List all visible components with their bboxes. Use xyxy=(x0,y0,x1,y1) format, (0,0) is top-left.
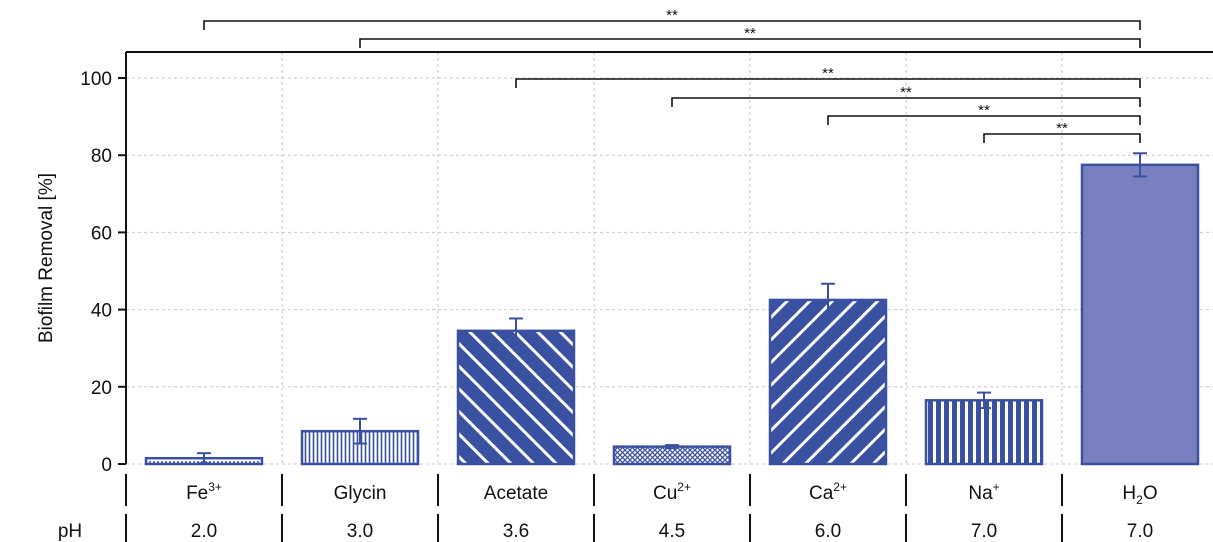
ph-value: 2.0 xyxy=(191,521,217,542)
y-tick-label: 60 xyxy=(91,223,112,244)
error-bar xyxy=(821,282,835,318)
error-bar xyxy=(197,452,211,465)
bar xyxy=(1080,163,1200,466)
ph-value: 6.0 xyxy=(815,521,841,542)
significance-bracket: ** xyxy=(671,84,1141,107)
significance-label: ** xyxy=(744,25,756,42)
grid-lines xyxy=(126,52,1213,465)
bar xyxy=(768,298,888,466)
category-label: Na+ xyxy=(968,480,999,504)
ph-value: 7.0 xyxy=(971,521,997,542)
bar xyxy=(612,445,732,466)
significance-bracket: ** xyxy=(983,120,1141,143)
error-bar xyxy=(977,391,991,410)
error-bar xyxy=(509,317,523,345)
bracket-line xyxy=(359,38,1141,48)
category-labels: Fe3+ Glycin Acetate Cu2+ Ca2+ Na+ H2O pH 2.0 3.0 3… xyxy=(58,474,1158,542)
significance-brackets: ** ** ** ** ** ** xyxy=(203,7,1141,143)
y-tick-label: 40 xyxy=(91,301,112,322)
ph-value: 7.0 xyxy=(1127,521,1153,542)
y-axis-label: Biofilm Removal [%] xyxy=(36,173,57,343)
bar xyxy=(924,399,1044,466)
category-label: Glycin xyxy=(334,483,387,504)
bracket-line xyxy=(515,78,1141,88)
bracket-line xyxy=(983,133,1141,143)
significance-label: ** xyxy=(900,84,912,101)
bar xyxy=(456,329,576,466)
category-label: Fe3+ xyxy=(186,480,222,504)
ph-value: 4.5 xyxy=(659,521,685,542)
significance-bracket: ** xyxy=(827,102,1141,125)
significance-label: ** xyxy=(1056,120,1068,137)
ph-row-label: pH xyxy=(58,521,82,542)
axes: 0 20 40 60 80 100 Biofilm Removal [%] xyxy=(36,51,1213,476)
category-label: H2O xyxy=(1122,483,1157,507)
significance-bracket: ** xyxy=(515,65,1141,88)
error-bar xyxy=(353,417,367,445)
error-bar xyxy=(1133,152,1147,178)
significance-bracket: ** xyxy=(203,7,1141,30)
y-tick-label: 20 xyxy=(91,378,112,399)
significance-bracket: ** xyxy=(359,25,1141,48)
y-tick-label: 80 xyxy=(91,146,112,167)
ph-value: 3.0 xyxy=(347,521,373,542)
significance-label: ** xyxy=(978,102,990,119)
category-label: Acetate xyxy=(484,483,548,504)
significance-label: ** xyxy=(666,7,678,24)
bracket-line xyxy=(827,115,1141,125)
bracket-line xyxy=(671,97,1141,107)
bracket-line xyxy=(203,20,1141,30)
y-tick-label: 100 xyxy=(80,69,112,90)
error-bar xyxy=(665,444,679,450)
category-label: Ca2+ xyxy=(809,480,847,504)
y-tick-label: 0 xyxy=(101,455,112,476)
category-label: Cu2+ xyxy=(653,480,691,504)
bars xyxy=(144,152,1200,466)
ph-value: 3.6 xyxy=(503,521,529,542)
significance-label: ** xyxy=(822,65,834,82)
